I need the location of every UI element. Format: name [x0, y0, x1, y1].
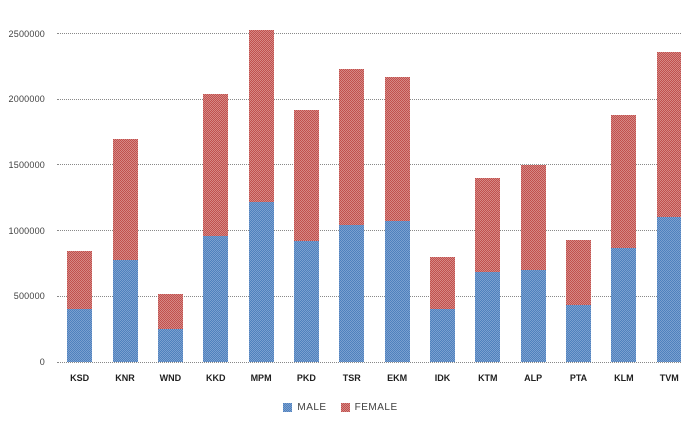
- gridline-0: [57, 361, 681, 363]
- bar-alp-male: [520, 270, 546, 362]
- bar-kkd-male: [203, 236, 229, 362]
- bar-ksd-female: [67, 251, 93, 309]
- bar-idk-female: [429, 257, 455, 309]
- bar-wnd-female: [157, 294, 183, 329]
- x-axis-label-wnd: WND: [159, 373, 182, 383]
- y-axis-tick-label: 2000000: [8, 94, 45, 105]
- bar-pkd-female: [293, 110, 319, 241]
- bar-klm-female: [611, 115, 637, 248]
- y-axis-tick-label: 2500000: [8, 28, 45, 39]
- bar-idk-male: [429, 309, 455, 362]
- y-axis-tick-label: 1500000: [8, 159, 45, 170]
- x-axis-label-ekm: EKM: [387, 373, 408, 383]
- bar-tsr-male: [339, 225, 365, 362]
- bar-tsr-female: [339, 69, 365, 225]
- bar-pkd-male: [293, 241, 319, 362]
- legend-label-male: MALE: [297, 402, 327, 413]
- x-axis: KSD KNR WND KKD MPM PKD TSR EKM IDK KTM ALP PTA KLM T…: [57, 373, 681, 387]
- chart-legend: MALE FEMALE: [0, 402, 681, 413]
- bar-pta-female: [566, 240, 592, 305]
- bar-tvm-female: [656, 52, 681, 217]
- y-axis-tick-label: 0: [39, 357, 45, 367]
- x-axis-label-ktm: KTM: [478, 373, 498, 383]
- x-axis-label-knr: KNR: [115, 373, 135, 383]
- bar-ekm-female: [384, 77, 410, 221]
- x-axis-label-kkd: KKD: [205, 373, 226, 383]
- x-axis-label-ksd: KSD: [70, 373, 90, 383]
- legend-swatch-female: [340, 403, 350, 412]
- legend-item-female: FEMALE: [340, 402, 398, 413]
- legend-label-female: FEMALE: [354, 402, 398, 413]
- bar-knr-female: [112, 139, 138, 260]
- legend-swatch-male: [283, 403, 293, 412]
- bar-ekm-male: [384, 221, 410, 362]
- bar-tvm-male: [656, 217, 681, 362]
- legend-item-male: MALE: [283, 402, 326, 413]
- bar-ktm-male: [475, 272, 501, 362]
- x-axis-label-klm: KLM: [614, 373, 634, 383]
- bar-mpm-male: [248, 202, 274, 362]
- bar-ktm-female: [475, 178, 501, 272]
- gridline-500000: [57, 295, 681, 297]
- x-axis-label-tvm: TVM: [659, 373, 679, 383]
- bar-klm-male: [611, 248, 637, 362]
- y-axis-tick-label: 1000000: [8, 225, 45, 236]
- gridline-2000000: [57, 98, 681, 100]
- y-axis: 0 500000 1000000 1500000 2000000 2500000: [0, 0, 47, 432]
- x-axis-label-alp: ALP: [524, 373, 543, 383]
- bar-kkd-female: [203, 94, 229, 236]
- bar-pta-male: [566, 305, 592, 362]
- bar-knr-male: [112, 260, 138, 362]
- plot-area: [57, 0, 681, 363]
- bar-mpm-female: [248, 30, 274, 202]
- x-axis-label-idk: IDK: [434, 373, 451, 383]
- x-axis-label-mpm: MPM: [250, 373, 272, 383]
- x-axis-label-tsr: TSR: [342, 373, 361, 383]
- bar-alp-female: [520, 165, 546, 270]
- bar-wnd-male: [157, 329, 183, 362]
- x-axis-label-pkd: PKD: [296, 373, 316, 383]
- gridline-2500000: [57, 33, 681, 34]
- x-axis-label-pta: PTA: [569, 373, 588, 383]
- gridline-1000000: [57, 230, 681, 232]
- bar-ksd-male: [67, 309, 93, 362]
- y-axis-tick-label: 500000: [13, 291, 45, 302]
- gridline-1500000: [57, 164, 681, 166]
